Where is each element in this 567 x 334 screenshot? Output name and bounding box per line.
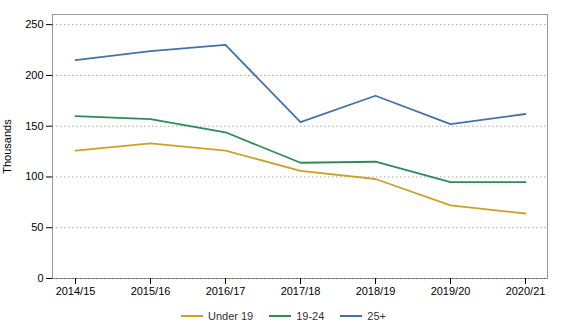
svg-text:2019/20: 2019/20 <box>431 285 471 297</box>
svg-text:200: 200 <box>25 69 43 81</box>
svg-text:2017/18: 2017/18 <box>281 285 321 297</box>
svg-text:Thousands: Thousands <box>1 119 13 174</box>
svg-text:100: 100 <box>25 170 43 182</box>
svg-text:50: 50 <box>31 221 43 233</box>
svg-text:250: 250 <box>25 18 43 30</box>
svg-text:150: 150 <box>25 120 43 132</box>
svg-text:2014/15: 2014/15 <box>56 285 96 297</box>
html-text:25+: 25+ <box>367 310 386 322</box>
svg-text:2015/16: 2015/16 <box>131 285 171 297</box>
svg-text:2016/17: 2016/17 <box>206 285 246 297</box>
html-text:Under 19: Under 19 <box>208 310 254 322</box>
html-text:19-24: 19-24 <box>296 310 325 322</box>
svg-text:2018/19: 2018/19 <box>356 285 396 297</box>
svg-text:0: 0 <box>37 272 43 284</box>
svg-text:2020/21: 2020/21 <box>506 285 546 297</box>
